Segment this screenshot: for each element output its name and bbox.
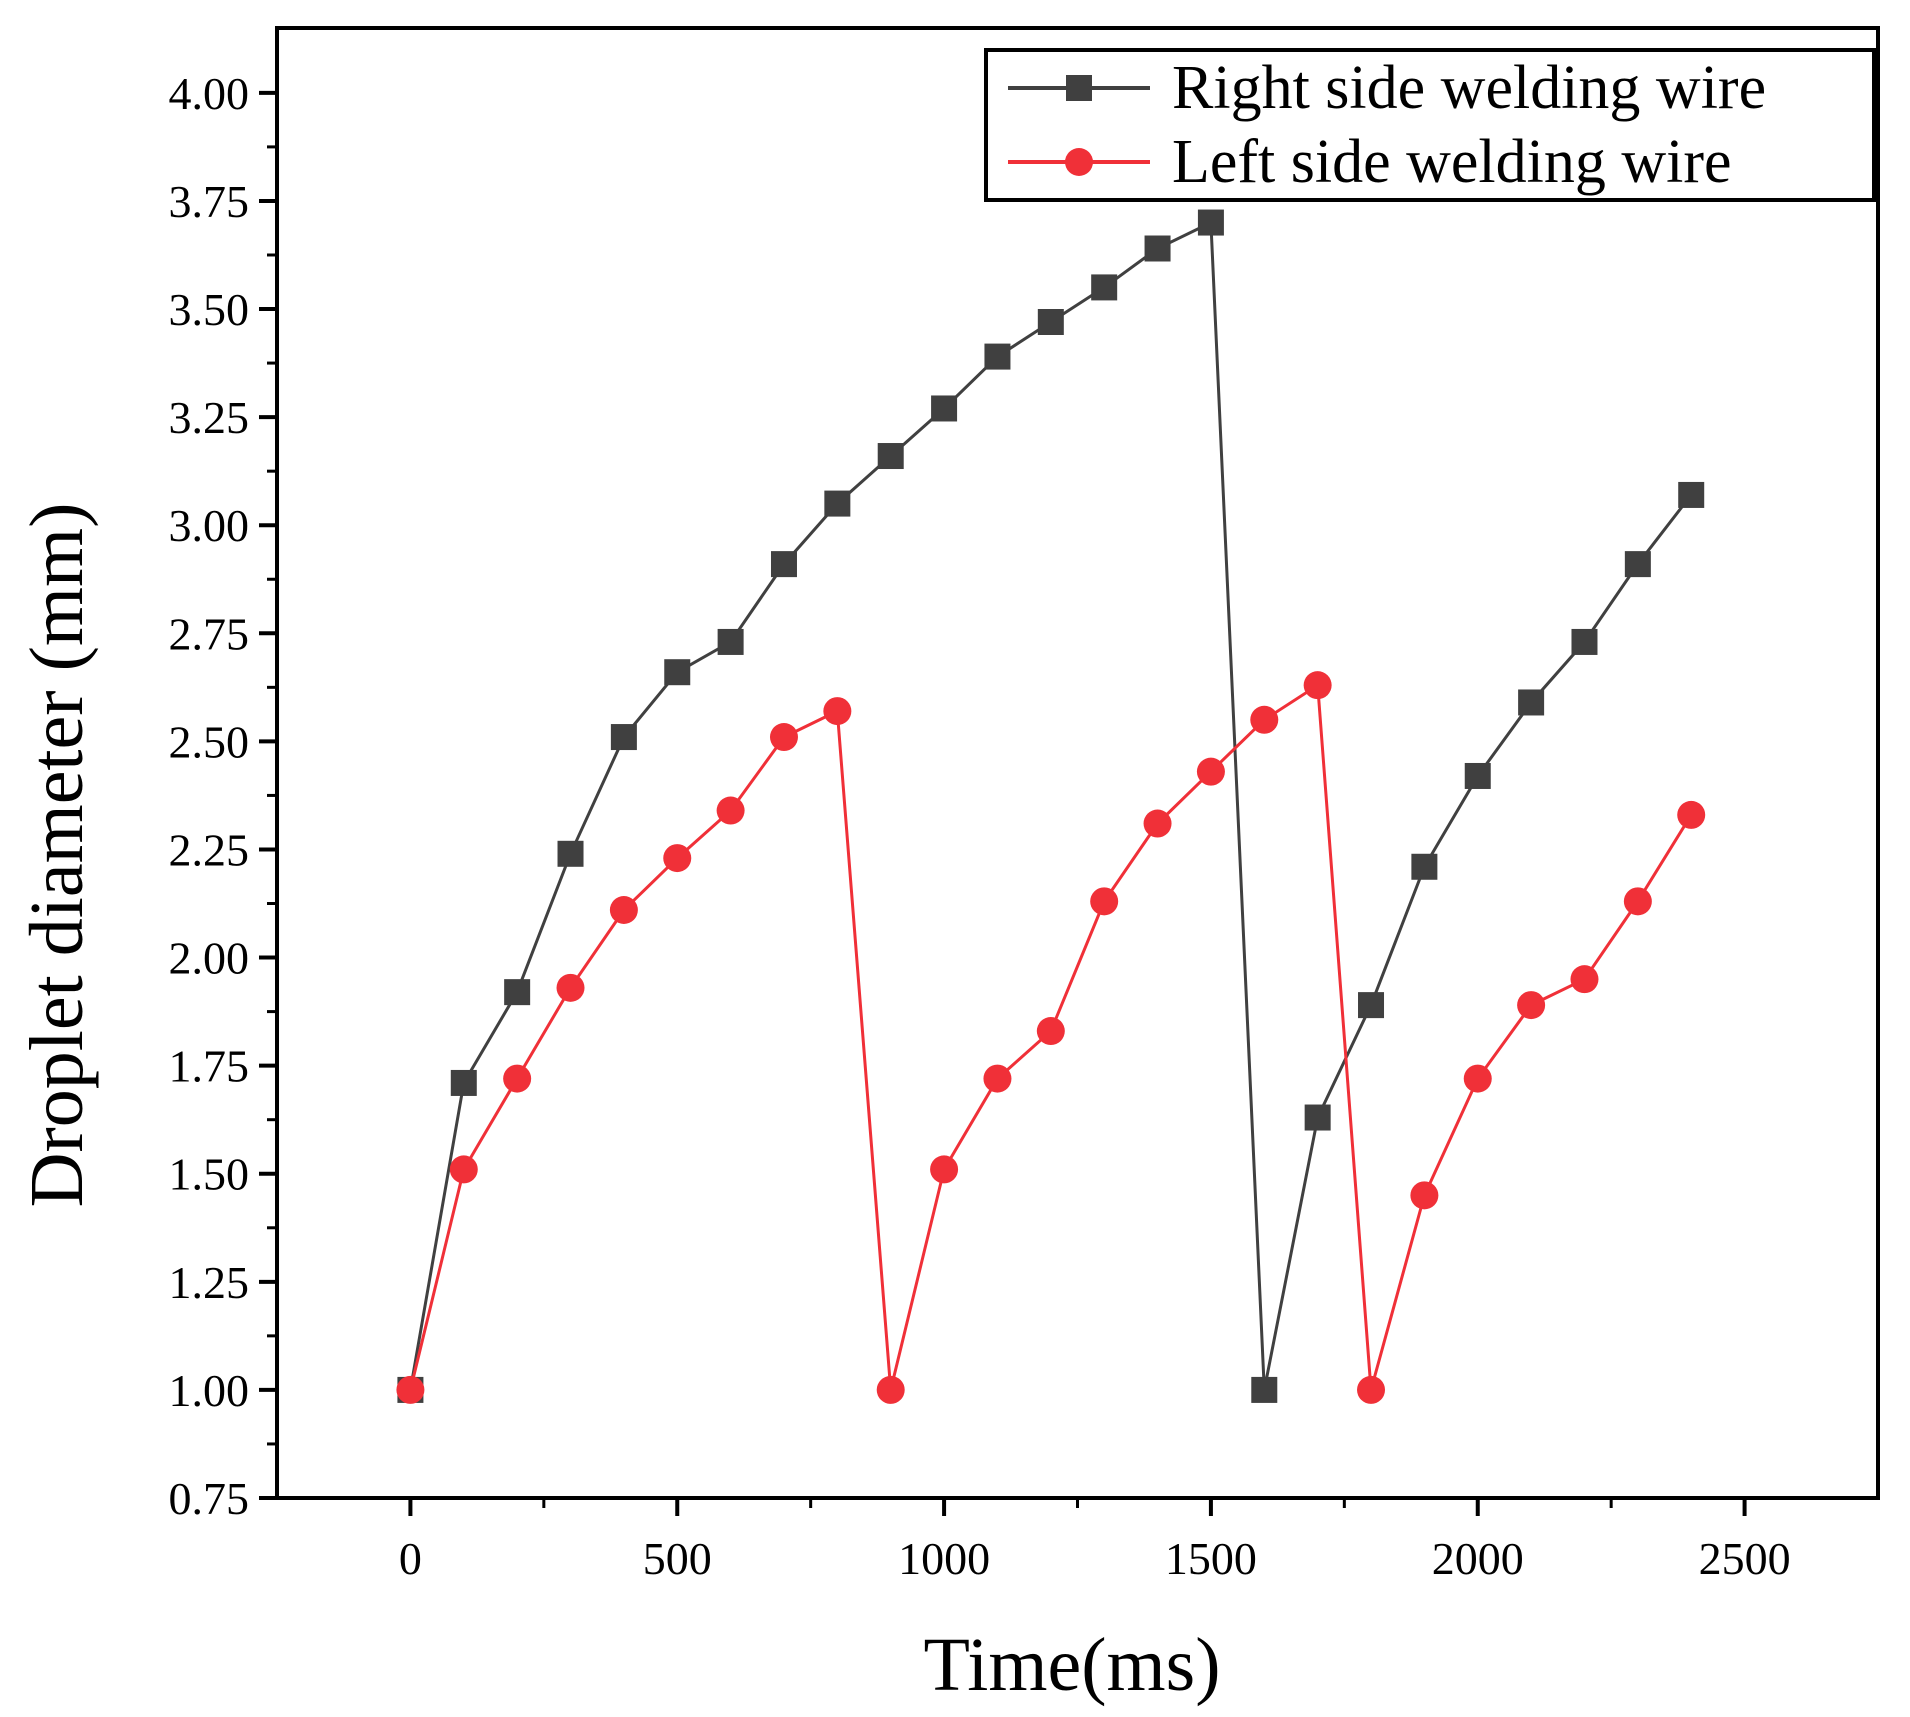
data-point [1091, 274, 1118, 301]
data-point [823, 697, 852, 726]
data-point [1036, 1017, 1065, 1046]
data-point [984, 343, 1011, 370]
data-point [1411, 853, 1438, 880]
legend-label-right: Right side welding wire [1172, 54, 1766, 122]
data-point [1623, 887, 1652, 916]
data-point [876, 1375, 905, 1404]
data-point [1571, 628, 1598, 655]
data-point [1197, 209, 1224, 236]
y-tick-label: 2.00 [169, 933, 250, 984]
data-point [1144, 235, 1171, 262]
data-point [1304, 1104, 1331, 1131]
data-point [1358, 992, 1385, 1019]
y-tick-label: 1.50 [169, 1149, 250, 1200]
series-layer [396, 209, 1706, 1404]
legend-marker-left [1065, 148, 1093, 176]
y-tick-label: 2.25 [169, 824, 250, 875]
legend-box [984, 48, 1876, 202]
data-point [1570, 965, 1599, 994]
data-point [1518, 689, 1545, 716]
data-point [503, 1064, 532, 1093]
data-point [396, 1375, 425, 1404]
data-point [983, 1064, 1012, 1093]
x-tick-label: 2000 [1432, 1533, 1524, 1584]
y-tick-label: 3.25 [169, 392, 250, 443]
x-axis: 0 500 1000 1500 2000 2500 [399, 1498, 1791, 1584]
data-point [1517, 991, 1546, 1020]
data-point [449, 1155, 478, 1184]
data-point [450, 1069, 477, 1096]
data-point [1624, 551, 1651, 578]
data-point [1463, 1064, 1492, 1093]
data-point [663, 844, 692, 873]
data-point [1357, 1375, 1386, 1404]
data-point [877, 443, 904, 470]
series-right [397, 209, 1705, 1403]
data-point [556, 973, 585, 1002]
y-tick-label: 1.00 [169, 1365, 250, 1416]
data-point [1677, 800, 1706, 829]
legend: Right side welding wire Left side weldin… [984, 48, 1876, 202]
data-point [610, 724, 637, 751]
data-point [1251, 1376, 1278, 1403]
data-point [609, 896, 638, 924]
data-point [557, 840, 584, 867]
y-tick-label: 3.50 [169, 284, 250, 335]
data-point [1678, 481, 1705, 508]
data-point [717, 628, 744, 655]
y-tick-label: 1.25 [169, 1257, 250, 1308]
series-left [396, 671, 1706, 1404]
data-point [931, 395, 958, 422]
y-tick-label: 1.75 [169, 1041, 250, 1092]
data-point [1090, 887, 1119, 916]
x-tick-label: 1500 [1165, 1533, 1257, 1584]
data-point [1303, 671, 1332, 700]
data-point [664, 659, 691, 686]
x-tick-label: 2500 [1699, 1533, 1791, 1584]
data-point [716, 796, 745, 825]
y-axis-title: Droplet diameter (mm) [15, 503, 99, 1208]
legend-label-left: Left side welding wire [1172, 128, 1732, 196]
x-axis-title: Time(ms) [923, 1623, 1220, 1707]
data-point [504, 979, 531, 1006]
legend-marker-right [1066, 75, 1092, 101]
data-point [769, 723, 798, 752]
data-point [1196, 757, 1225, 786]
legend-entry-right: Right side welding wire [1008, 54, 1766, 122]
x-tick-label: 1000 [898, 1533, 990, 1584]
y-tick-label: 4.00 [169, 68, 250, 119]
y-axis: 0.75 1.00 1.25 1.50 1.75 2.00 2.25 2.50 2.75 3.00… [169, 68, 277, 1524]
y-tick-label: 0.75 [169, 1473, 250, 1524]
data-point [824, 490, 851, 517]
x-tick-label: 0 [399, 1533, 422, 1584]
data-point [1143, 809, 1172, 838]
y-tick-label: 3.00 [169, 500, 250, 551]
x-tick-label: 500 [643, 1533, 712, 1584]
y-tick-label: 2.50 [169, 716, 250, 767]
data-point [1464, 762, 1491, 789]
data-point [1410, 1181, 1439, 1210]
data-point [1037, 309, 1064, 335]
data-point [1250, 705, 1279, 734]
y-tick-label: 3.75 [169, 176, 250, 227]
legend-entry-left: Left side welding wire [1008, 128, 1732, 196]
y-tick-label: 2.75 [169, 608, 250, 659]
data-point [930, 1155, 959, 1184]
data-point [770, 551, 797, 578]
